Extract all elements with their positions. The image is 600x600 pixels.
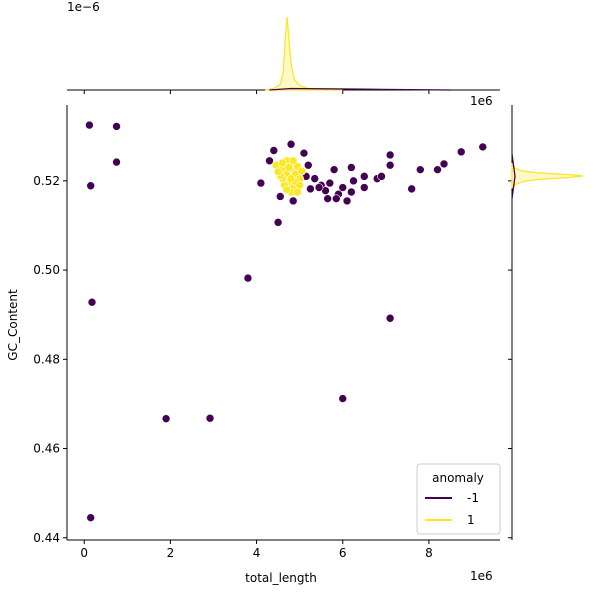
scatter-point bbox=[286, 174, 296, 183]
scatter-point bbox=[347, 187, 356, 197]
scatter-point bbox=[273, 167, 283, 177]
y-tick-label: 0.50 bbox=[33, 263, 60, 277]
scatter-point bbox=[385, 160, 395, 170]
scatter-point bbox=[278, 158, 287, 168]
scatter-point bbox=[385, 313, 395, 323]
top-marginal-offset-label: 1e−6 bbox=[67, 0, 100, 14]
scatter-point bbox=[433, 165, 442, 174]
scatter-point bbox=[269, 146, 279, 155]
y-tick-label: 0.46 bbox=[33, 442, 60, 456]
scatter-point bbox=[288, 196, 298, 206]
y-tick-label: 0.44 bbox=[33, 531, 60, 545]
scatter-point bbox=[478, 142, 488, 152]
legend-label-neg1: -1 bbox=[467, 491, 479, 505]
scatter-point bbox=[306, 184, 315, 194]
scatter-point bbox=[359, 183, 369, 192]
main-axes: 0 2 4 6 8 0.44 0.46 0.48 0.50 0.52 bbox=[33, 105, 500, 560]
legend: anomaly -1 1 bbox=[416, 463, 501, 535]
right-marginal-kde-anomaly-1 bbox=[511, 162, 584, 189]
scatter-point bbox=[377, 172, 386, 181]
x-tick-label: 2 bbox=[167, 546, 175, 560]
scatter-point bbox=[86, 513, 95, 522]
y-tick-label: 0.52 bbox=[33, 174, 60, 188]
scatter-point bbox=[297, 166, 307, 176]
scatter-point bbox=[407, 184, 416, 194]
scatter-point bbox=[338, 183, 348, 192]
scatter-point bbox=[243, 273, 253, 283]
scatter-point bbox=[385, 150, 395, 160]
scatter-point bbox=[329, 165, 339, 174]
x-tick-label: 0 bbox=[80, 546, 88, 560]
scatter-point bbox=[286, 139, 296, 149]
scatter-point bbox=[293, 187, 302, 197]
scatter-point bbox=[85, 120, 94, 130]
x-tick-label: 8 bbox=[425, 546, 433, 560]
scatter-point bbox=[347, 163, 356, 172]
scatter-point bbox=[87, 297, 97, 307]
scatter-point bbox=[415, 165, 425, 174]
top-marginal-kde bbox=[67, 16, 500, 94]
scatter-point bbox=[325, 178, 335, 188]
scatter-point bbox=[112, 122, 121, 131]
top-marginal-kde-anomaly-1 bbox=[265, 16, 343, 91]
scatter-point bbox=[112, 157, 121, 167]
scatter-point bbox=[205, 413, 215, 423]
scatter-point bbox=[342, 196, 352, 206]
scatter-point bbox=[256, 178, 266, 188]
scatter-point bbox=[314, 183, 324, 192]
scatter-point bbox=[338, 394, 348, 403]
legend-label-pos1: 1 bbox=[467, 513, 475, 527]
scatter-point bbox=[456, 147, 466, 157]
scatter-point bbox=[359, 172, 369, 181]
x-tick-label: 6 bbox=[339, 546, 347, 560]
scatter-point bbox=[275, 192, 285, 201]
legend-title: anomaly bbox=[432, 471, 484, 485]
right-marginal-kde-anomaly-neg1 bbox=[511, 153, 516, 199]
scatter-point bbox=[288, 156, 298, 166]
right-marginal-offset-label: 1e6 bbox=[470, 94, 493, 108]
legend-box bbox=[416, 463, 501, 535]
right-marginal-kde bbox=[508, 105, 584, 540]
y-tick-label: 0.48 bbox=[33, 352, 60, 366]
x-tick-label: 4 bbox=[253, 546, 261, 560]
top-marginal-kde-anomaly-neg1 bbox=[269, 87, 451, 91]
scatter-point bbox=[439, 159, 449, 169]
x-axis-label: total_length bbox=[245, 571, 317, 585]
scatter-point bbox=[86, 181, 95, 191]
x-axis-offset-label: 1e6 bbox=[470, 569, 493, 583]
scatter-point bbox=[349, 176, 358, 186]
scatter-point bbox=[265, 156, 274, 166]
scatter-points bbox=[85, 120, 488, 522]
scatter-point bbox=[161, 414, 171, 423]
scatter-point bbox=[323, 194, 332, 203]
y-axis-label: GC_Content bbox=[6, 289, 20, 361]
scatter-point bbox=[284, 163, 294, 172]
scatter-point bbox=[273, 218, 283, 227]
scatter-point bbox=[331, 194, 341, 203]
scatter-point bbox=[310, 174, 320, 183]
scatter-point bbox=[282, 185, 292, 195]
scatter-point bbox=[299, 148, 309, 158]
scatter-point bbox=[303, 160, 313, 170]
